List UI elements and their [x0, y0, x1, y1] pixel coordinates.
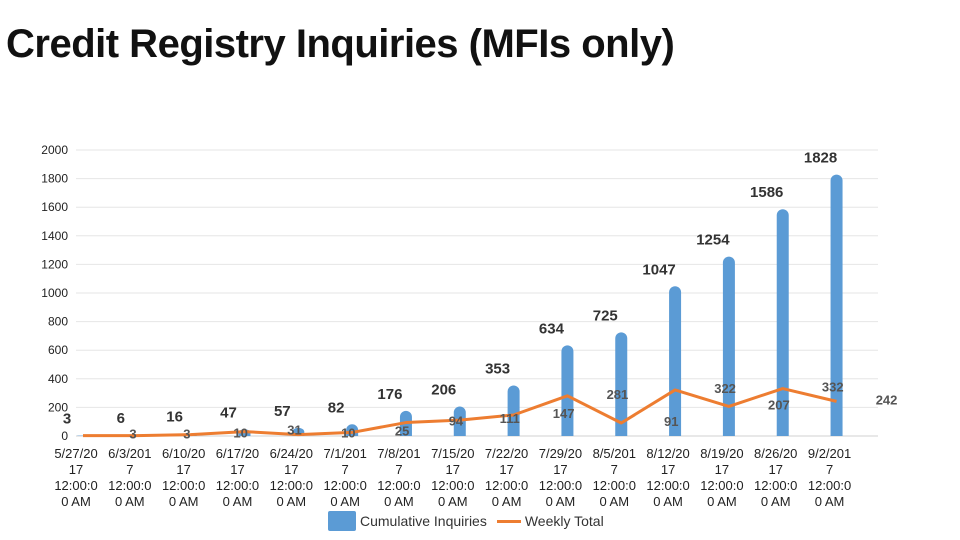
x-tick-label: 7/29/20 17 12:00:0 0 AM [539, 446, 582, 509]
bar-data-label: 725 [593, 307, 618, 324]
y-tick-label: 400 [48, 372, 68, 386]
legend-label-cumulative: Cumulative Inquiries [360, 513, 487, 529]
line-data-label: 111 [500, 411, 520, 426]
line-data-label: 25 [395, 423, 409, 438]
legend-item-cumulative: Cumulative Inquiries [328, 511, 487, 531]
line-data-label: 3 [183, 427, 190, 442]
bar [722, 256, 735, 436]
bar-data-label: 6 [117, 410, 125, 427]
line-data-label: 242 [876, 392, 898, 407]
bar-data-label: 57 [274, 403, 291, 420]
chart-legend: Cumulative Inquiries Weekly Total [328, 511, 614, 531]
bar-data-label: 1254 [696, 232, 730, 249]
bar-data-label: 1828 [804, 150, 837, 167]
line-data-label: 332 [822, 380, 844, 395]
x-tick-label: 7/22/20 17 12:00:0 0 AM [485, 446, 528, 509]
line-data-label: 10 [341, 426, 355, 441]
line-data-label: 94 [449, 414, 464, 429]
y-tick-label: 1800 [41, 172, 68, 186]
bar-data-label: 1586 [750, 184, 783, 201]
x-tick-label: 9/2/201 7 12:00:0 0 AM [808, 446, 851, 509]
x-tick-label: 6/17/20 17 12:00:0 0 AM [216, 446, 259, 509]
x-tick-label: 8/19/20 17 12:00:0 0 AM [700, 446, 743, 509]
y-tick-label: 200 [48, 400, 68, 414]
y-tick-label: 2000 [41, 143, 68, 157]
x-tick-label: 5/27/20 17 12:00:0 0 AM [54, 446, 97, 509]
line-data-label: 147 [553, 406, 575, 421]
bar-data-label: 3 [63, 411, 71, 428]
bar [615, 332, 628, 436]
weekly-total-line [83, 387, 837, 438]
y-tick-label: 1000 [41, 286, 68, 300]
y-tick-label: 800 [48, 315, 68, 329]
x-tick-label: 7/15/20 17 12:00:0 0 AM [431, 446, 474, 509]
legend-item-weekly: Weekly Total [496, 513, 604, 529]
bar [507, 385, 520, 436]
line-data-label: 322 [714, 381, 736, 396]
line-data-label: 3 [129, 427, 136, 442]
line-data-label: 31 [287, 423, 301, 438]
bar-data-label: 82 [328, 399, 345, 416]
x-tick-label: 8/12/20 17 12:00:0 0 AM [646, 446, 689, 509]
x-tick-label: 6/10/20 17 12:00:0 0 AM [162, 446, 205, 509]
bar-data-label: 16 [166, 409, 183, 426]
x-tick-label: 7/1/201 7 12:00:0 0 AM [323, 446, 366, 509]
bar [830, 174, 843, 436]
bar-data-label: 206 [431, 382, 456, 399]
x-tick-label: 8/26/20 17 12:00:0 0 AM [754, 446, 797, 509]
y-tick-label: 0 [61, 429, 68, 443]
bar [561, 345, 574, 436]
x-tick-label: 6/3/201 7 12:00:0 0 AM [108, 446, 151, 509]
line-data-label: 281 [607, 387, 629, 402]
line-data-label: 91 [664, 414, 678, 429]
legend-swatch-line [496, 519, 521, 523]
chart-title: Credit Registry Inquiries (MFIs only) [6, 22, 675, 66]
x-tick-label: 7/8/201 7 12:00:0 0 AM [377, 446, 420, 509]
bar [669, 286, 682, 436]
bar-data-label: 1047 [642, 261, 675, 278]
x-tick-label: 8/5/201 7 12:00:0 0 AM [593, 446, 636, 509]
legend-swatch-bar [328, 511, 356, 531]
bar-data-label: 353 [485, 361, 510, 378]
y-tick-label: 600 [48, 343, 68, 357]
bar [776, 209, 789, 436]
line-data-label: 207 [768, 397, 790, 412]
bar-data-label: 47 [220, 404, 237, 421]
y-tick-label: 1200 [41, 257, 68, 271]
bar-data-label: 634 [539, 320, 565, 337]
line-data-label: 10 [233, 426, 247, 441]
y-tick-label: 1400 [41, 229, 68, 243]
legend-label-weekly: Weekly Total [524, 513, 604, 529]
y-tick-label: 1600 [41, 200, 68, 214]
x-tick-label: 6/24/20 17 12:00:0 0 AM [270, 446, 313, 509]
bar-data-label: 176 [377, 386, 402, 403]
